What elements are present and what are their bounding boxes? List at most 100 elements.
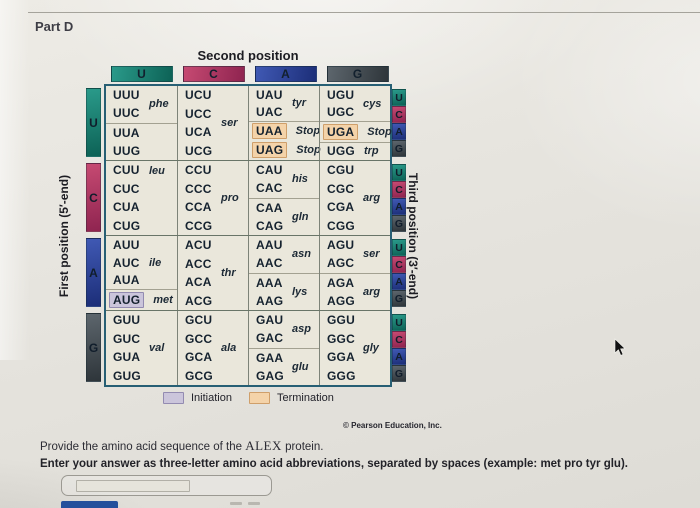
third-position-C-U: U — [392, 164, 406, 181]
codon-GCU: GCU — [185, 313, 213, 328]
codon-GAU: GAU — [256, 313, 284, 328]
third-position-A-C: C — [392, 256, 406, 273]
codon-row-A: AUU AUC AUA ile AUG met ACU ACC ACA ACG thr AAU AAC a… — [106, 235, 390, 310]
third-position-G-A: A — [392, 348, 406, 365]
codon-AAA: AAA — [256, 275, 283, 290]
codon-group: UUU UUC phe — [106, 86, 177, 123]
amino-acid-label: met — [153, 294, 173, 307]
codon-GCC: GCC — [185, 331, 213, 346]
codon-group: AAU AAC asn — [249, 236, 319, 273]
amino-acid-label: asp — [292, 323, 311, 336]
termination-swatch — [248, 392, 270, 404]
codon-group: UGU UGC cys — [320, 86, 390, 121]
initiation-swatch — [163, 392, 184, 404]
amino-acid-label: pro — [221, 192, 239, 204]
codon-AUA: AUA — [113, 273, 140, 288]
answer-input[interactable] — [76, 480, 190, 492]
codon-group: ACU ACC ACA ACG thr — [178, 236, 248, 310]
codon-group: CGU CGC CGA CGG arg — [320, 161, 390, 235]
codon-CCC: CCC — [185, 181, 212, 196]
third-position-U-C: C — [392, 106, 406, 123]
codon-UCG: UCG — [185, 143, 213, 158]
first-position-axis-label: First position (5′-end) — [57, 174, 71, 298]
codon-cell-AC: ACU ACC ACA ACG thr — [177, 236, 248, 310]
codon-AAG: AAG — [256, 293, 284, 308]
amino-acid-label: arg — [363, 192, 381, 204]
codon-CCU: CCU — [185, 163, 212, 178]
amino-acid-label: Stop — [296, 144, 321, 157]
codon-GAC: GAC — [256, 331, 284, 346]
codon-group: AAA AAG lys — [249, 272, 319, 311]
codon-cell-UA: UAU UAC tyr UAA Stop UAG Stop — [248, 86, 321, 160]
termination-label: Termination — [276, 392, 334, 404]
third-position-axis-label: Third position (3′-end) — [406, 172, 420, 300]
codon-cell-AG: AGU AGC ser AGA AGG arg — [319, 236, 390, 310]
section-divider — [28, 12, 700, 13]
codon-CGA: CGA — [327, 200, 355, 215]
codon-cell-AU: AUU AUC AUA ile AUG met — [106, 236, 177, 310]
amino-acid-label: cys — [363, 97, 382, 110]
codon-CAG: CAG — [256, 218, 284, 233]
codon-AAU: AAU — [256, 238, 283, 253]
amino-acid-label: ser — [363, 248, 380, 261]
amino-acid-label: ile — [149, 256, 162, 269]
codon-row-C: CUU CUC CUA CUG leu CCU CCC CCA CCG pro CAU CAC his C… — [106, 160, 390, 235]
codon-CGC: CGC — [327, 181, 355, 196]
answer-box[interactable] — [61, 475, 272, 496]
codon-group: UCU UCC UCA UCG ser — [178, 86, 248, 160]
codon-GCG: GCG — [185, 368, 213, 383]
amino-acid-label: glu — [292, 360, 309, 373]
codon-CCG: CCG — [185, 218, 213, 233]
third-position-A-G: G — [392, 290, 406, 307]
codon-group: CAA CAG gln — [249, 197, 319, 236]
codon-CUG: CUG — [113, 218, 141, 233]
codon-GGG: GGG — [327, 368, 356, 383]
codon-GCA: GCA — [185, 350, 213, 365]
codon-AUU: AUU — [113, 237, 140, 252]
amino-acid-label: Stop — [367, 125, 392, 138]
codon-CAU: CAU — [256, 163, 283, 178]
codon-group: AGU AGC ser — [320, 236, 390, 273]
amino-acid-label: asn — [292, 248, 311, 261]
codon-CGU: CGU — [327, 163, 355, 178]
codon-CCA: CCA — [185, 200, 212, 215]
part-label: Part D — [35, 19, 74, 34]
codon-group: AGA AGG arg — [320, 272, 390, 311]
amino-acid-label: leu — [149, 165, 165, 177]
codon-UGA: UGA — [323, 123, 359, 140]
codon-AGU: AGU — [327, 238, 355, 253]
third-position-U-U: U — [392, 89, 406, 106]
submit-button-partial[interactable] — [61, 501, 118, 508]
codon-UGC: UGC — [327, 105, 355, 120]
codon-group: GAU GAC asp — [249, 311, 319, 348]
codon-GUG: GUG — [113, 368, 141, 383]
second-position-header-C: C — [182, 66, 245, 82]
third-position-C-G: G — [392, 215, 406, 232]
third-position-G-C: C — [392, 331, 406, 348]
first-position-C: C — [86, 163, 101, 232]
codon-cell-AA: AAU AAC asn AAA AAG lys — [248, 236, 319, 310]
codon-ACG: ACG — [185, 293, 213, 308]
amino-acid-label: Stop — [295, 125, 321, 138]
third-position-G-U: U — [392, 314, 406, 331]
codon-AGG: AGG — [327, 293, 355, 308]
third-position-U-G: G — [392, 140, 406, 157]
codon-CUC: CUC — [113, 181, 140, 196]
codon-AGA: AGA — [327, 275, 355, 290]
codon-table: UUU UUC phe UUA UUG UCU UCC UCA UCG ser UAU UAC tyr U… — [104, 84, 392, 387]
codon-UAG: UAG — [252, 142, 288, 159]
amino-acid-label: val — [149, 342, 165, 354]
codon-UCC: UCC — [185, 106, 212, 121]
mouse-cursor — [614, 338, 626, 356]
third-position-A-U: U — [392, 239, 406, 256]
codon-group: UGG trp — [320, 141, 390, 161]
amino-acid-label: gln — [292, 210, 309, 223]
amino-acid-label: phe — [149, 98, 169, 111]
codon-cell-CG: CGU CGC CGA CGG arg — [319, 161, 390, 235]
codon-row-U: UUU UUC phe UUA UUG UCU UCC UCA UCG ser UAU UAC tyr U… — [106, 86, 392, 161]
codon-CGG: CGG — [327, 218, 355, 233]
codon-group: GAA GAG glu — [249, 347, 319, 386]
codon-group: UUA UUG — [106, 122, 177, 161]
codon-group: GUU GUC GUA GUG val — [106, 311, 177, 385]
codon-cell-UU: UUU UUC phe UUA UUG — [106, 86, 177, 160]
